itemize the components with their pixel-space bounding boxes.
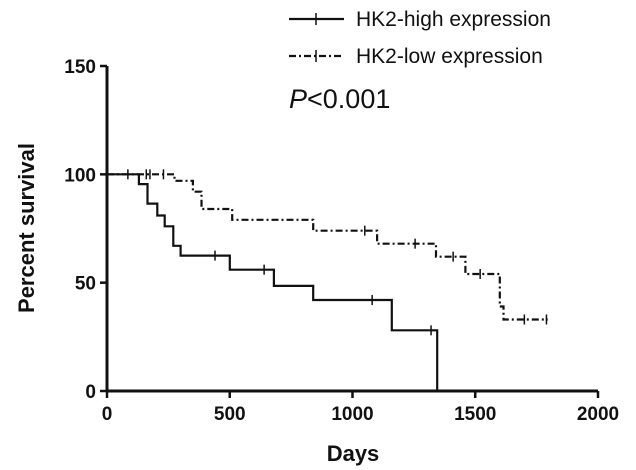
legend-item-low: HK2-low expression [289, 45, 543, 68]
x-tick-label: 1000 [331, 404, 373, 425]
series-line-high [107, 173, 439, 391]
p-value-text: <0.001 [307, 84, 390, 114]
y-axis-title: Percent survival [14, 143, 39, 313]
x-axis-title: Days [327, 441, 380, 466]
legend-label-low: HK2-low expression [356, 45, 543, 68]
legend-item-high: HK2-high expression [289, 8, 551, 31]
x-tick-label: 0 [102, 404, 113, 425]
y-tick-label: 150 [64, 57, 96, 78]
x-tick-label: 500 [214, 404, 246, 425]
y-tick-label: 100 [64, 165, 96, 186]
p-value-symbol: P [289, 84, 307, 114]
y-tick-label: 0 [85, 382, 96, 403]
legend-label-high: HK2-high expression [356, 8, 551, 31]
series-layer [107, 169, 548, 391]
p-value-annotation: P<0.001 [289, 84, 390, 114]
x-tick-label: 2000 [577, 404, 619, 425]
y-tick-label: 50 [75, 274, 96, 295]
x-tick-label: 1500 [454, 404, 496, 425]
